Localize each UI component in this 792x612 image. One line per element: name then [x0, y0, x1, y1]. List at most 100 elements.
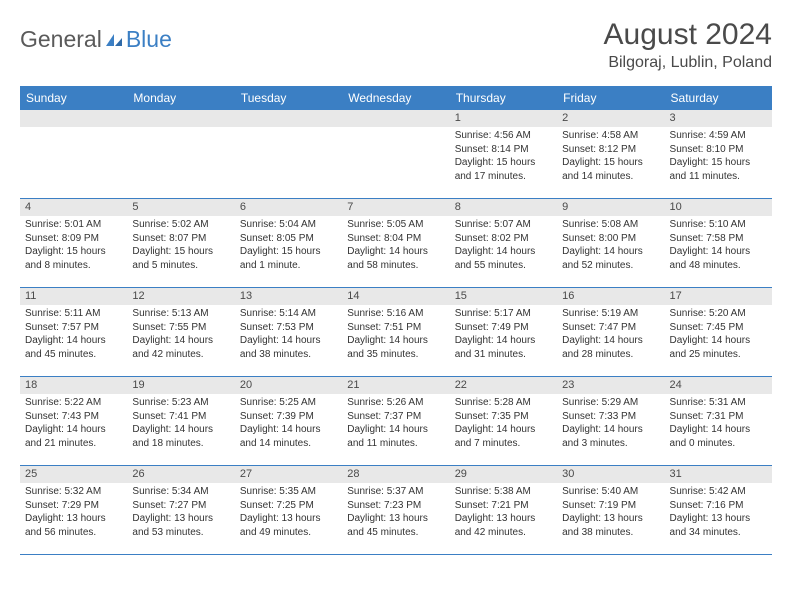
calendar-day-cell: 19Sunrise: 5:23 AMSunset: 7:41 PMDayligh… — [127, 377, 234, 465]
weekday-header-cell: Sunday — [20, 86, 127, 110]
daylight-text: Daylight: 14 hours and 55 minutes. — [455, 245, 552, 272]
daylight-text: Daylight: 15 hours and 5 minutes. — [132, 245, 229, 272]
day-number: 21 — [342, 377, 449, 394]
day-number: 28 — [342, 466, 449, 483]
calendar-body: 1Sunrise: 4:56 AMSunset: 8:14 PMDaylight… — [20, 110, 772, 555]
calendar-day-cell: 16Sunrise: 5:19 AMSunset: 7:47 PMDayligh… — [557, 288, 664, 376]
day-details: Sunrise: 5:40 AMSunset: 7:19 PMDaylight:… — [557, 483, 664, 543]
day-number: 30 — [557, 466, 664, 483]
sunrise-text: Sunrise: 5:29 AM — [562, 396, 659, 410]
day-details: Sunrise: 5:17 AMSunset: 7:49 PMDaylight:… — [450, 305, 557, 365]
weekday-header-cell: Wednesday — [342, 86, 449, 110]
daylight-text: Daylight: 13 hours and 38 minutes. — [562, 512, 659, 539]
daylight-text: Daylight: 13 hours and 56 minutes. — [25, 512, 122, 539]
day-details: Sunrise: 5:37 AMSunset: 7:23 PMDaylight:… — [342, 483, 449, 543]
day-details: Sunrise: 5:32 AMSunset: 7:29 PMDaylight:… — [20, 483, 127, 543]
daylight-text: Daylight: 14 hours and 28 minutes. — [562, 334, 659, 361]
day-details: Sunrise: 5:10 AMSunset: 7:58 PMDaylight:… — [665, 216, 772, 276]
calendar-day-cell: 8Sunrise: 5:07 AMSunset: 8:02 PMDaylight… — [450, 199, 557, 287]
calendar-day-cell: 7Sunrise: 5:05 AMSunset: 8:04 PMDaylight… — [342, 199, 449, 287]
calendar-day-cell: 12Sunrise: 5:13 AMSunset: 7:55 PMDayligh… — [127, 288, 234, 376]
daylight-text: Daylight: 14 hours and 45 minutes. — [25, 334, 122, 361]
daylight-text: Daylight: 14 hours and 7 minutes. — [455, 423, 552, 450]
day-number: 18 — [20, 377, 127, 394]
calendar-day-cell: 15Sunrise: 5:17 AMSunset: 7:49 PMDayligh… — [450, 288, 557, 376]
day-details — [235, 127, 342, 133]
sunset-text: Sunset: 7:25 PM — [240, 499, 337, 513]
daylight-text: Daylight: 13 hours and 49 minutes. — [240, 512, 337, 539]
sunset-text: Sunset: 7:55 PM — [132, 321, 229, 335]
calendar-day-cell: 13Sunrise: 5:14 AMSunset: 7:53 PMDayligh… — [235, 288, 342, 376]
calendar-day-cell: 23Sunrise: 5:29 AMSunset: 7:33 PMDayligh… — [557, 377, 664, 465]
day-number: 19 — [127, 377, 234, 394]
calendar-week-row: 4Sunrise: 5:01 AMSunset: 8:09 PMDaylight… — [20, 199, 772, 288]
daylight-text: Daylight: 14 hours and 0 minutes. — [670, 423, 767, 450]
sunrise-text: Sunrise: 5:22 AM — [25, 396, 122, 410]
daylight-text: Daylight: 13 hours and 45 minutes. — [347, 512, 444, 539]
daylight-text: Daylight: 14 hours and 52 minutes. — [562, 245, 659, 272]
daylight-text: Daylight: 14 hours and 38 minutes. — [240, 334, 337, 361]
day-number: 5 — [127, 199, 234, 216]
day-number: 7 — [342, 199, 449, 216]
calendar-day-cell: 26Sunrise: 5:34 AMSunset: 7:27 PMDayligh… — [127, 466, 234, 554]
calendar-day-cell: 11Sunrise: 5:11 AMSunset: 7:57 PMDayligh… — [20, 288, 127, 376]
calendar-day-cell: 29Sunrise: 5:38 AMSunset: 7:21 PMDayligh… — [450, 466, 557, 554]
day-number: 12 — [127, 288, 234, 305]
sunrise-text: Sunrise: 5:11 AM — [25, 307, 122, 321]
calendar-day-cell: 10Sunrise: 5:10 AMSunset: 7:58 PMDayligh… — [665, 199, 772, 287]
sunset-text: Sunset: 7:39 PM — [240, 410, 337, 424]
daylight-text: Daylight: 15 hours and 8 minutes. — [25, 245, 122, 272]
daylight-text: Daylight: 14 hours and 31 minutes. — [455, 334, 552, 361]
day-number — [127, 110, 234, 127]
sunset-text: Sunset: 8:00 PM — [562, 232, 659, 246]
sail-icon — [104, 32, 124, 48]
calendar-day-cell: 21Sunrise: 5:26 AMSunset: 7:37 PMDayligh… — [342, 377, 449, 465]
day-details: Sunrise: 5:35 AMSunset: 7:25 PMDaylight:… — [235, 483, 342, 543]
calendar-day-cell: 1Sunrise: 4:56 AMSunset: 8:14 PMDaylight… — [450, 110, 557, 198]
calendar-page: General Blue August 2024 Bilgoraj, Lubli… — [0, 0, 792, 565]
sunrise-text: Sunrise: 5:04 AM — [240, 218, 337, 232]
sunset-text: Sunset: 7:16 PM — [670, 499, 767, 513]
day-details: Sunrise: 5:42 AMSunset: 7:16 PMDaylight:… — [665, 483, 772, 543]
day-number: 11 — [20, 288, 127, 305]
sunrise-text: Sunrise: 5:17 AM — [455, 307, 552, 321]
sunrise-text: Sunrise: 5:07 AM — [455, 218, 552, 232]
calendar-day-cell: 31Sunrise: 5:42 AMSunset: 7:16 PMDayligh… — [665, 466, 772, 554]
day-details: Sunrise: 5:31 AMSunset: 7:31 PMDaylight:… — [665, 394, 772, 454]
sunset-text: Sunset: 7:51 PM — [347, 321, 444, 335]
sunset-text: Sunset: 8:02 PM — [455, 232, 552, 246]
day-details: Sunrise: 5:16 AMSunset: 7:51 PMDaylight:… — [342, 305, 449, 365]
day-details: Sunrise: 5:01 AMSunset: 8:09 PMDaylight:… — [20, 216, 127, 276]
month-title: August 2024 — [604, 18, 772, 52]
daylight-text: Daylight: 15 hours and 14 minutes. — [562, 156, 659, 183]
sunset-text: Sunset: 8:10 PM — [670, 143, 767, 157]
sunrise-text: Sunrise: 5:19 AM — [562, 307, 659, 321]
location-text: Bilgoraj, Lublin, Poland — [604, 54, 772, 72]
day-number — [20, 110, 127, 127]
day-details: Sunrise: 5:20 AMSunset: 7:45 PMDaylight:… — [665, 305, 772, 365]
brand-word1: General — [20, 26, 102, 53]
day-number: 20 — [235, 377, 342, 394]
day-number: 3 — [665, 110, 772, 127]
day-number: 13 — [235, 288, 342, 305]
daylight-text: Daylight: 15 hours and 1 minute. — [240, 245, 337, 272]
day-number: 27 — [235, 466, 342, 483]
calendar-day-cell — [20, 110, 127, 198]
sunset-text: Sunset: 8:12 PM — [562, 143, 659, 157]
day-details: Sunrise: 5:07 AMSunset: 8:02 PMDaylight:… — [450, 216, 557, 276]
brand-word2: Blue — [126, 26, 172, 53]
weekday-header-cell: Monday — [127, 86, 234, 110]
weekday-header-cell: Saturday — [665, 86, 772, 110]
day-number: 15 — [450, 288, 557, 305]
day-details: Sunrise: 5:13 AMSunset: 7:55 PMDaylight:… — [127, 305, 234, 365]
day-number: 29 — [450, 466, 557, 483]
sunset-text: Sunset: 8:04 PM — [347, 232, 444, 246]
day-number: 14 — [342, 288, 449, 305]
calendar-day-cell: 2Sunrise: 4:58 AMSunset: 8:12 PMDaylight… — [557, 110, 664, 198]
day-number: 4 — [20, 199, 127, 216]
sunset-text: Sunset: 7:53 PM — [240, 321, 337, 335]
calendar-day-cell: 17Sunrise: 5:20 AMSunset: 7:45 PMDayligh… — [665, 288, 772, 376]
calendar-day-cell — [342, 110, 449, 198]
sunrise-text: Sunrise: 5:42 AM — [670, 485, 767, 499]
day-number: 6 — [235, 199, 342, 216]
